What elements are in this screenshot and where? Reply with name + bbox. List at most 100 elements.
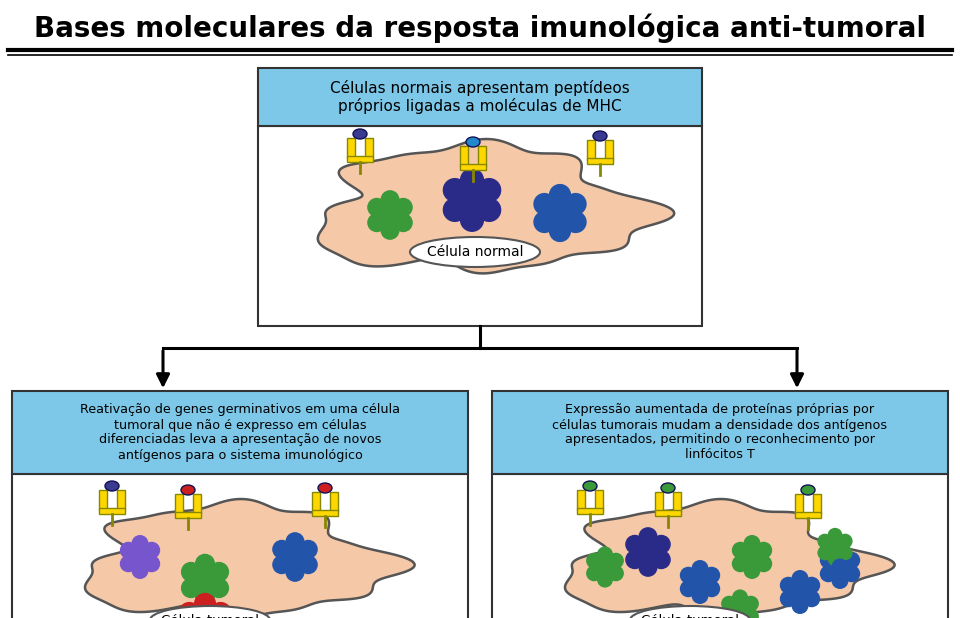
Circle shape bbox=[792, 570, 807, 586]
Bar bbox=[175, 512, 201, 518]
Ellipse shape bbox=[105, 481, 119, 491]
Bar bbox=[795, 512, 821, 518]
Circle shape bbox=[534, 193, 555, 214]
Bar bbox=[175, 494, 183, 514]
Circle shape bbox=[478, 179, 500, 201]
Bar bbox=[492, 391, 948, 474]
Circle shape bbox=[639, 543, 657, 561]
Circle shape bbox=[692, 574, 708, 590]
Text: Reativação de genes germinativos em uma célula
tumoral que não é expresso em cél: Reativação de genes germinativos em uma … bbox=[80, 404, 400, 462]
Ellipse shape bbox=[801, 485, 815, 495]
Circle shape bbox=[722, 596, 736, 611]
Circle shape bbox=[132, 563, 148, 578]
Polygon shape bbox=[85, 499, 415, 618]
Circle shape bbox=[549, 221, 570, 242]
Circle shape bbox=[832, 546, 848, 561]
Circle shape bbox=[744, 549, 759, 565]
Circle shape bbox=[818, 535, 831, 548]
Circle shape bbox=[565, 193, 586, 214]
Bar bbox=[595, 490, 603, 510]
Circle shape bbox=[732, 616, 747, 618]
Bar bbox=[99, 508, 125, 514]
Circle shape bbox=[828, 552, 842, 565]
Bar bbox=[347, 156, 373, 162]
Circle shape bbox=[704, 581, 719, 596]
Ellipse shape bbox=[630, 606, 750, 618]
Circle shape bbox=[381, 221, 398, 239]
Text: Célula tumoral: Célula tumoral bbox=[161, 614, 259, 618]
Circle shape bbox=[444, 198, 467, 221]
Bar bbox=[813, 494, 821, 514]
Ellipse shape bbox=[353, 129, 367, 139]
Circle shape bbox=[692, 588, 708, 603]
Circle shape bbox=[732, 556, 748, 572]
Bar bbox=[12, 474, 468, 618]
Circle shape bbox=[300, 556, 317, 574]
Bar bbox=[193, 494, 201, 514]
Bar bbox=[258, 126, 702, 326]
Circle shape bbox=[609, 566, 623, 580]
Bar bbox=[577, 490, 585, 510]
Bar bbox=[577, 508, 603, 514]
Circle shape bbox=[478, 198, 500, 221]
Circle shape bbox=[196, 587, 214, 606]
Circle shape bbox=[838, 546, 852, 560]
Circle shape bbox=[381, 191, 398, 208]
Circle shape bbox=[144, 556, 159, 572]
Circle shape bbox=[209, 562, 228, 582]
Circle shape bbox=[780, 591, 796, 606]
Ellipse shape bbox=[181, 485, 195, 495]
Circle shape bbox=[653, 551, 670, 569]
Ellipse shape bbox=[150, 606, 270, 618]
Circle shape bbox=[181, 562, 201, 582]
Circle shape bbox=[744, 609, 758, 618]
Circle shape bbox=[832, 573, 848, 588]
Circle shape bbox=[821, 552, 836, 568]
Circle shape bbox=[732, 603, 747, 617]
Bar bbox=[655, 492, 663, 512]
Circle shape bbox=[828, 528, 842, 542]
Bar bbox=[460, 164, 486, 170]
Circle shape bbox=[444, 179, 467, 201]
Circle shape bbox=[196, 570, 214, 590]
Circle shape bbox=[132, 536, 148, 551]
Circle shape bbox=[804, 577, 820, 593]
Circle shape bbox=[818, 546, 831, 560]
Circle shape bbox=[792, 584, 807, 600]
Circle shape bbox=[381, 206, 398, 224]
Circle shape bbox=[832, 559, 848, 575]
Circle shape bbox=[273, 541, 291, 558]
Circle shape bbox=[838, 535, 852, 548]
Circle shape bbox=[273, 556, 291, 574]
Circle shape bbox=[196, 554, 214, 573]
Circle shape bbox=[844, 566, 859, 582]
Circle shape bbox=[598, 547, 612, 562]
Circle shape bbox=[744, 596, 758, 611]
Bar bbox=[330, 492, 338, 512]
Bar bbox=[478, 146, 486, 166]
Circle shape bbox=[181, 578, 201, 598]
Circle shape bbox=[780, 577, 796, 593]
Circle shape bbox=[639, 528, 657, 546]
Circle shape bbox=[549, 203, 570, 223]
Bar bbox=[99, 490, 107, 510]
Circle shape bbox=[132, 549, 148, 565]
Bar bbox=[365, 138, 373, 158]
Circle shape bbox=[395, 198, 412, 216]
Circle shape bbox=[598, 560, 612, 574]
Circle shape bbox=[121, 556, 136, 572]
Circle shape bbox=[300, 541, 317, 558]
Ellipse shape bbox=[583, 481, 597, 491]
Polygon shape bbox=[565, 499, 895, 618]
Circle shape bbox=[121, 543, 136, 558]
Bar bbox=[655, 510, 681, 516]
Bar bbox=[605, 140, 613, 160]
Bar bbox=[312, 492, 320, 512]
Circle shape bbox=[368, 214, 386, 232]
Circle shape bbox=[587, 554, 601, 568]
Bar bbox=[12, 391, 468, 474]
Circle shape bbox=[209, 578, 228, 598]
Circle shape bbox=[565, 211, 586, 232]
Circle shape bbox=[195, 612, 215, 618]
Circle shape bbox=[598, 572, 612, 587]
